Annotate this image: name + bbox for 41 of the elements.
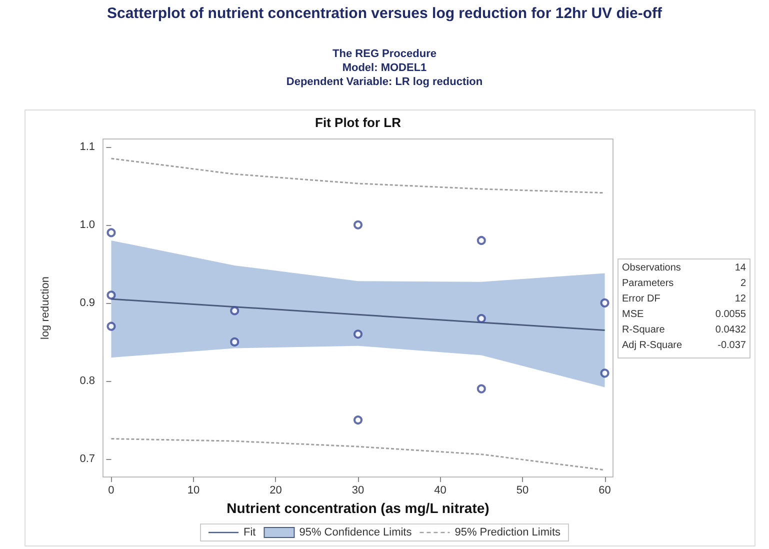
text: MSE 0.0055 (622, 309, 746, 320)
text: R-Square 0.0432 (622, 324, 746, 336)
text: Adj R-Square -0.037 (622, 340, 746, 351)
text: Parameters 2 (622, 278, 746, 289)
point (230, 337, 240, 346)
point (476, 314, 486, 324)
point (106, 290, 116, 300)
chart-subtitle: The REG Procedure Model: MODEL1 Dependent Variable: LR log reduction (286, 48, 483, 88)
point (354, 220, 362, 230)
y-axis-title: log reduction (40, 276, 52, 340)
y-tick-label: 0.7 (80, 453, 95, 466)
line-series (110, 438, 606, 471)
point (354, 416, 362, 425)
point (476, 236, 486, 245)
x-tick-label: 40 (434, 484, 446, 496)
chart-title: Scatterplot of nutrient concentration versues log reduction for 12hr UV die-off (106, 5, 664, 22)
y-tick-label: 0.9 (80, 296, 95, 309)
text: 95% Confidence Limits (299, 526, 412, 538)
text: Fit Plot for LR (315, 115, 402, 130)
x-tick-label: 0 (108, 484, 114, 496)
x-tick-label: 30 (352, 484, 364, 496)
point (476, 384, 486, 394)
point (354, 330, 362, 339)
x-tick-label: 50 (516, 484, 529, 496)
y-tick-label: 1.0 (80, 218, 95, 231)
point (106, 228, 116, 238)
x-tick-label: 60 (598, 484, 611, 496)
text: Error DF 12 (622, 294, 746, 304)
y-tick-label: 1.1 (80, 140, 95, 153)
x-axis-title: Nutrient concentration (as mg/L nitrate) (226, 500, 490, 516)
point (230, 306, 240, 316)
x-tick-label: 10 (187, 484, 200, 496)
point (600, 298, 610, 308)
legend-label: Fit (244, 526, 256, 538)
legend-label: 95% Prediction Limits (454, 526, 561, 538)
point (106, 322, 116, 331)
point (600, 368, 610, 378)
line-series (110, 158, 606, 194)
x-tick-label: 20 (270, 484, 282, 496)
text: Observations 14 (622, 262, 746, 274)
y-tick-label: 0.8 (80, 374, 95, 387)
